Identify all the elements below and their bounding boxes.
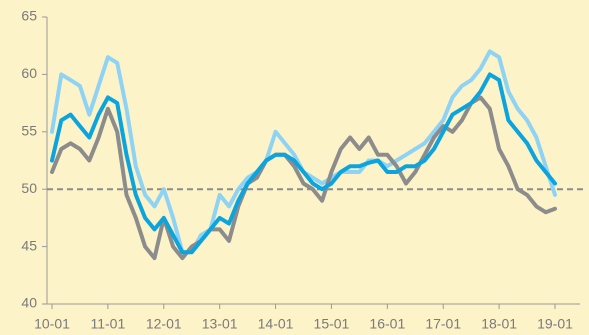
x-tick-label: 13-01 [202, 316, 238, 332]
x-tick-label: 17-01 [425, 316, 461, 332]
x-tick-label: 18-01 [481, 316, 517, 332]
x-tick-label: 11-01 [90, 316, 125, 332]
y-tick-label: 50 [21, 180, 37, 196]
y-tick-label: 55 [21, 123, 37, 139]
x-tick-label: 14-01 [258, 316, 294, 332]
y-tick-label: 60 [21, 65, 37, 81]
x-tick-label: 10-01 [34, 316, 70, 332]
y-tick-label: 40 [21, 295, 37, 311]
x-tick-label: 19-01 [537, 316, 573, 332]
x-tick-label: 12-01 [146, 316, 182, 332]
x-tick-label: 15-01 [314, 316, 350, 332]
x-tick-label: 16-01 [369, 316, 405, 332]
y-tick-label: 65 [21, 8, 37, 24]
series-line [50, 72, 557, 255]
y-tick-label: 45 [21, 237, 37, 253]
